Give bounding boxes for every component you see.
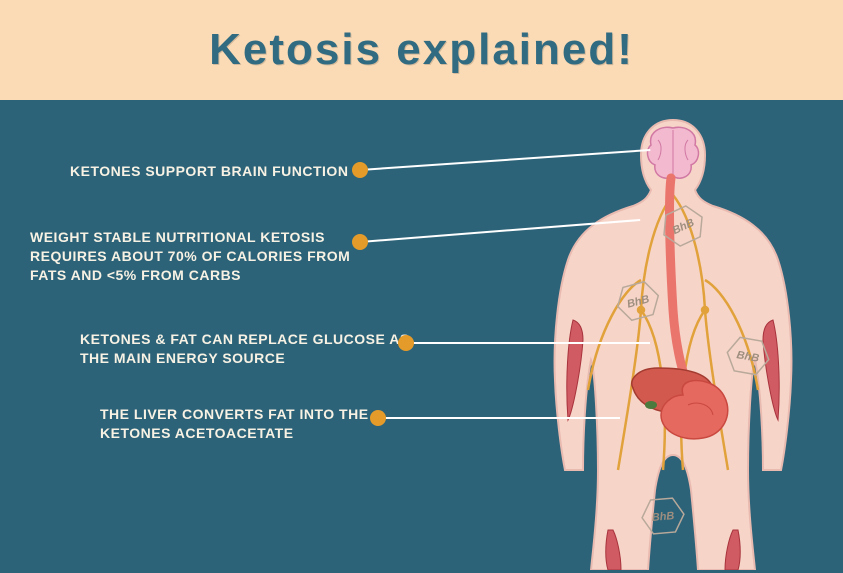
bhb-hexagon-icon: BhB — [638, 493, 687, 539]
svg-text:BhB: BhB — [736, 349, 760, 365]
svg-text:BhB: BhB — [626, 293, 651, 310]
brain-icon — [648, 127, 699, 178]
callout-text: KETONES & FAT CAN REPLACE GLUCOSE AS THE… — [80, 330, 420, 368]
callout-dot-icon — [398, 335, 414, 351]
callout-dot-icon — [352, 234, 368, 250]
gallbladder-icon — [645, 401, 657, 409]
svg-text:BhB: BhB — [671, 217, 697, 237]
callout-dot-icon — [352, 162, 368, 178]
svg-text:BhB: BhB — [651, 510, 675, 524]
callout-line — [406, 342, 650, 344]
bhb-hexagon-icon: BhB — [722, 331, 775, 380]
callout-dot-icon — [370, 410, 386, 426]
callout-text: THE LIVER CONVERTS FAT INTO THE KETONES … — [100, 405, 440, 443]
header: Ketosis explained! — [0, 0, 843, 100]
main-panel: KETONES SUPPORT BRAIN FUNCTION WEIGHT STA… — [0, 100, 843, 573]
callout-text: KETONES SUPPORT BRAIN FUNCTION — [70, 162, 348, 181]
callout-text: WEIGHT STABLE NUTRITIONAL KETOSIS REQUIR… — [30, 228, 370, 285]
page-title: Ketosis explained! — [209, 25, 634, 75]
